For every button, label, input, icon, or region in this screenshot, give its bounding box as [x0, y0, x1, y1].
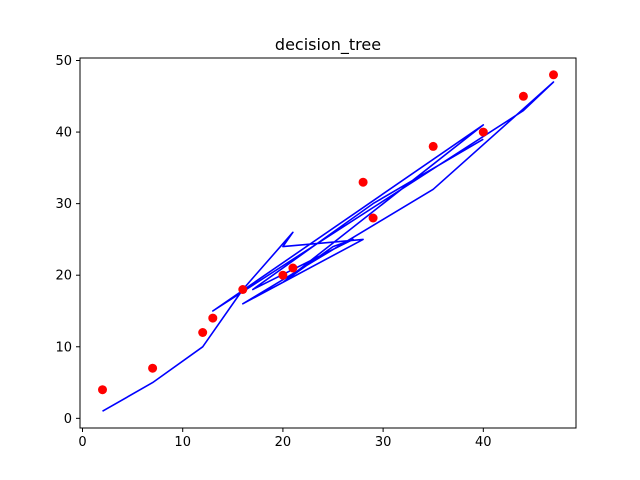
scatter-point — [208, 313, 218, 323]
scatter-point — [148, 363, 158, 373]
plot-frame — [79, 57, 577, 429]
axes-layer: 0 10 20 30 40 0 10 20 30 40 50 — [55, 54, 491, 450]
scatter-point — [288, 263, 298, 273]
x-tick-label: 0 — [78, 435, 86, 450]
scatter-point — [428, 141, 438, 151]
x-tick-label: 30 — [375, 435, 392, 450]
y-tick-label: 0 — [64, 412, 72, 427]
y-tick-label: 10 — [55, 340, 72, 355]
scatter-point — [198, 328, 208, 337]
y-tick-label: 30 — [55, 197, 72, 212]
x-tick-label: 10 — [174, 435, 191, 450]
x-tick-label: 40 — [475, 435, 492, 450]
scatter-point — [549, 70, 558, 80]
scatter-point — [98, 385, 107, 395]
scatter-point — [238, 285, 248, 294]
y-tick-label: 20 — [55, 269, 72, 284]
scatter-point — [368, 213, 378, 223]
x-tick-label: 20 — [275, 435, 292, 450]
scatter-point — [478, 127, 488, 137]
chart-title: decision_tree — [275, 35, 381, 55]
plot-layer — [98, 70, 558, 412]
y-tick-label: 40 — [55, 126, 72, 141]
scatter-point — [518, 91, 528, 101]
scatter-point — [278, 270, 288, 280]
scatter-point — [358, 177, 368, 187]
y-tick-label: 50 — [55, 54, 72, 69]
